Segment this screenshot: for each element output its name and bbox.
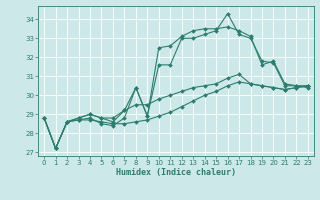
X-axis label: Humidex (Indice chaleur): Humidex (Indice chaleur) [116,168,236,177]
